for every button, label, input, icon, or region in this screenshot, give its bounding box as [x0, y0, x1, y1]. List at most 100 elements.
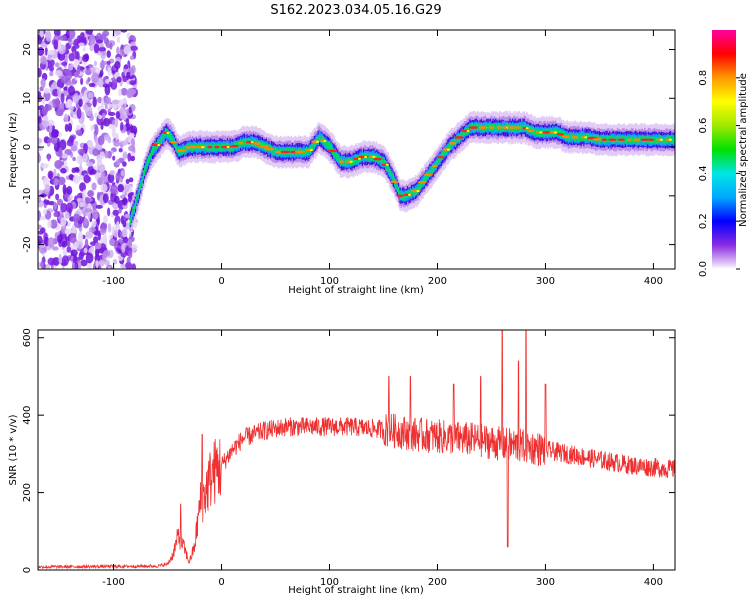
spectrogram-noise-blob [68, 173, 74, 181]
spectrogram-ridge-cell [146, 160, 149, 167]
spectrogram-noise-blob [94, 124, 99, 136]
spectrogram-noise-blob [73, 38, 81, 49]
spectrogram-noise-blob [99, 151, 105, 160]
spectrogram-peak-cell [390, 180, 399, 184]
spectrogram-noise-blob [111, 32, 117, 39]
spectrogram-ridge-cell [391, 173, 394, 181]
colorbar-label: Normalized spectral amplitude [738, 73, 749, 227]
spectrogram-noise-blob [129, 45, 138, 52]
spectrogram-ridge-cell [136, 196, 138, 204]
spectrogram-ridge-cell [449, 142, 452, 150]
spectrogram-noise-blob [117, 184, 125, 193]
spectrogram-noise-blob [85, 30, 94, 35]
spectrogram-noise-blob [58, 132, 63, 138]
spectrogram-noise-blob [128, 106, 132, 114]
spectrogram-ridge-cell [387, 164, 390, 172]
spectrogram-x-tick-label: 300 [536, 276, 555, 287]
spectrogram-ridge-cell [431, 165, 434, 173]
spectrogram-noise-blob [81, 95, 86, 101]
spectrogram-noise-blob [47, 138, 52, 144]
spectrogram-peak-cell [659, 138, 663, 141]
spectrogram-ridge-cell [184, 146, 186, 153]
spectrogram-noise-blob [112, 209, 120, 216]
spectrogram-noise-blob [53, 211, 58, 218]
spectrogram-peak-cell [372, 155, 376, 158]
spectrogram-noise-blob [122, 97, 127, 104]
spectrogram-noise-blob [118, 88, 122, 97]
spectrogram-noise-blob [92, 148, 99, 157]
spectrogram-noise-blob [115, 172, 121, 182]
spectrogram-noise-blob [67, 37, 72, 42]
spectrogram-peak-cell [561, 135, 571, 139]
spectrogram-noise-blob [47, 170, 54, 180]
spectrogram-peak-cell [446, 148, 450, 151]
snr-y-tick-label: 0 [22, 567, 33, 573]
spectrogram-noise-blob [71, 261, 76, 269]
spectrogram-ridge-cell [438, 156, 440, 164]
spectrogram-noise-blob [64, 228, 73, 235]
spectrogram-noise-blob [116, 36, 121, 44]
spectrogram-noise-blob [41, 106, 48, 116]
spectrogram-ridge-cell [129, 217, 132, 225]
spectrogram-noise-blob [125, 261, 132, 269]
spectrogram-ridge-cell [443, 149, 445, 157]
spectrogram-noise-blob [67, 85, 76, 96]
spectrogram-noise-blob [49, 123, 53, 133]
spectrogram-noise-blob [55, 109, 64, 117]
spectrogram-ridge-cell [317, 136, 320, 144]
spectrogram-ridge-cell [672, 137, 675, 145]
spectrogram-noise-blob [98, 47, 107, 52]
spectrogram-noise-blob [90, 66, 96, 74]
spectrogram-noise-blob [111, 103, 118, 109]
spectrogram-peak-cell [488, 126, 495, 129]
spectrogram-ridge-cell [571, 132, 574, 140]
spectrogram-peak-cell [323, 140, 327, 143]
spectrogram-noise-blob [60, 92, 65, 103]
spectrogram-ridge-cell [587, 133, 589, 140]
colorbar: 0.0 0.2 0.4 0.6 0.8 Normalized spectral ampl… [698, 30, 749, 277]
spectrogram-ridge-cell [671, 137, 673, 145]
spectrogram-ridge-cell [439, 155, 442, 163]
colorbar-tick-label: 0.0 [698, 261, 709, 277]
spectrogram-ridge-cell [245, 138, 247, 146]
spectrogram-noise-blob [83, 217, 88, 226]
spectrogram-ridge-cell [158, 139, 160, 147]
spectrogram-peak-cell [553, 131, 557, 134]
spectrogram-ridge-cell [462, 131, 465, 139]
spectrogram-noise-blob [47, 237, 55, 248]
spectrogram-ridge-cell [243, 139, 246, 146]
snr-y-tick-label: 600 [22, 328, 33, 347]
spectrogram-noise-blob [115, 159, 121, 166]
spectrogram-noise-blob [39, 30, 44, 38]
spectrogram-ridge-cell [417, 186, 419, 194]
snr-panel: -100 0 100 200 300 400 0 200 400 600 Height of s… [8, 328, 676, 596]
spectrogram-noise-blob [102, 249, 111, 257]
spectrogram-noise-blob [73, 140, 79, 147]
spectrogram-noise-blob [71, 224, 77, 235]
spectrogram-ridge-cell [145, 164, 147, 172]
spectrogram-peak-cell [189, 145, 198, 149]
spectrogram-noise-blob [122, 228, 127, 238]
spectrogram-noise-blob [53, 178, 59, 186]
spectrogram-ridge-cell [386, 164, 388, 172]
spectrogram-peak-cell [275, 150, 282, 154]
spectrogram-noise-blob [57, 176, 66, 186]
spectrogram-noise-blob [116, 46, 120, 55]
spectrogram-ridge-cell [429, 169, 431, 177]
spectrogram-ridge-cell [461, 130, 464, 138]
spectrogram-ridge-cell [272, 147, 274, 155]
spectrogram-noise-blob [82, 46, 86, 52]
spectrogram-noise-blob [107, 223, 112, 233]
snr-series-line [38, 330, 675, 570]
spectrogram-noise-blob [91, 182, 97, 191]
spectrogram-peak-cell [226, 146, 230, 149]
spectrogram-noise-blob [63, 113, 69, 123]
spectrogram-ridge-cell [353, 157, 356, 165]
spectrogram-ridge-cell [408, 190, 410, 197]
spectrogram-noise-blob [76, 154, 84, 165]
spectrogram-ridge-cell [325, 140, 328, 148]
spectrogram-y-tick-label: -20 [22, 236, 33, 252]
spectrogram-peak-cell [608, 138, 617, 142]
spectrogram-peak-cell [315, 140, 319, 143]
